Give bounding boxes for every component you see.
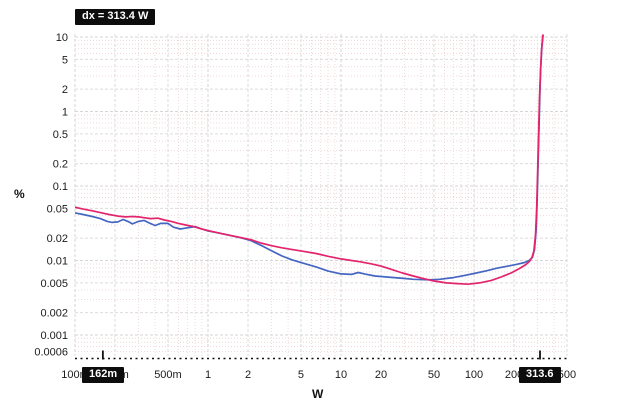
x-axis-title: W: [312, 387, 324, 401]
x-tick-label: 100m: [61, 369, 89, 381]
cursor2-badge[interactable]: 313.6: [519, 367, 561, 383]
y-tick-label: 0.0006: [34, 347, 68, 359]
cursor-delta-badge[interactable]: dx = 313.4 W: [75, 9, 156, 25]
cursor-markers[interactable]: [75, 350, 567, 360]
y-tick-label: 0.001: [40, 330, 68, 342]
y-tick-label: 0.02: [47, 233, 68, 245]
cursor1-badge[interactable]: 162m: [82, 367, 125, 383]
x-tick-label: 100: [465, 369, 483, 381]
x-tick-label: 5: [298, 369, 304, 381]
y-tick-label: 0.2: [53, 159, 68, 171]
y-tick-label: 1: [62, 107, 68, 119]
y-tick-label: 0.05: [47, 203, 68, 215]
x-tick-label: 2: [245, 369, 251, 381]
x-tick-label: 500: [558, 369, 576, 381]
x-tick-label: 500m: [154, 369, 182, 381]
y-tick-label: 0.1: [53, 181, 68, 193]
y-tick-label: 0.5: [53, 129, 68, 141]
x-tick-label: 200: [505, 369, 523, 381]
gridlines: [74, 34, 568, 356]
red-trace: [75, 34, 544, 286]
traces: [75, 34, 544, 286]
y-tick-label: 2: [62, 84, 68, 96]
y-tick-label: 10: [56, 32, 68, 44]
tick-labels: 10 5 2 1 0.5 0.2 0.1 0.05 0.02 0.01 0.005 0.002 0.00…: [34, 32, 576, 381]
x-tick-label: 10: [335, 369, 347, 381]
x-tick-label: 50: [428, 369, 440, 381]
y-tick-label: 5: [62, 54, 68, 66]
y-tick-label: 0.005: [40, 278, 68, 290]
y-tick-label: 0.01: [47, 256, 68, 268]
y-axis-title: %: [14, 187, 25, 201]
x-tick-label: 1: [205, 369, 211, 381]
blue-trace: [75, 34, 544, 281]
x-tick-label: 20: [375, 369, 387, 381]
y-tick-label: 0.002: [40, 308, 68, 320]
